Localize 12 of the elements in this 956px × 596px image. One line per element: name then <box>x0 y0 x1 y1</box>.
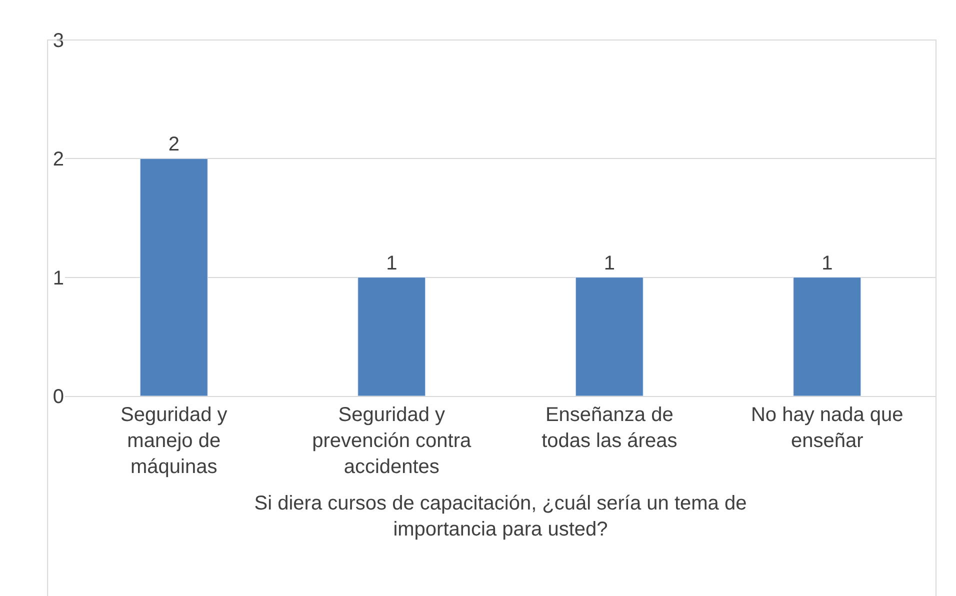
y-tick-label: 1 <box>52 267 64 290</box>
data-label: 1 <box>604 252 615 274</box>
x-tick-label: Seguridad y prevención contra accidentes <box>312 404 472 478</box>
x-tick-label: No hay nada que enseñar <box>750 404 904 452</box>
x-tick-label: Seguridad y manejo de máquinas <box>120 404 228 478</box>
data-label: 1 <box>822 252 833 274</box>
data-label: 2 <box>168 134 180 156</box>
x-tick-label: Enseñanza de todas las áreas <box>542 404 678 452</box>
data-label: 1 <box>386 252 398 274</box>
y-tick-label: 0 <box>52 386 64 408</box>
x-axis-title: Si diera cursos de capacitación, ¿cuál sería un tema de importancia para usted? <box>254 492 747 540</box>
y-tick-label: 2 <box>52 148 64 171</box>
